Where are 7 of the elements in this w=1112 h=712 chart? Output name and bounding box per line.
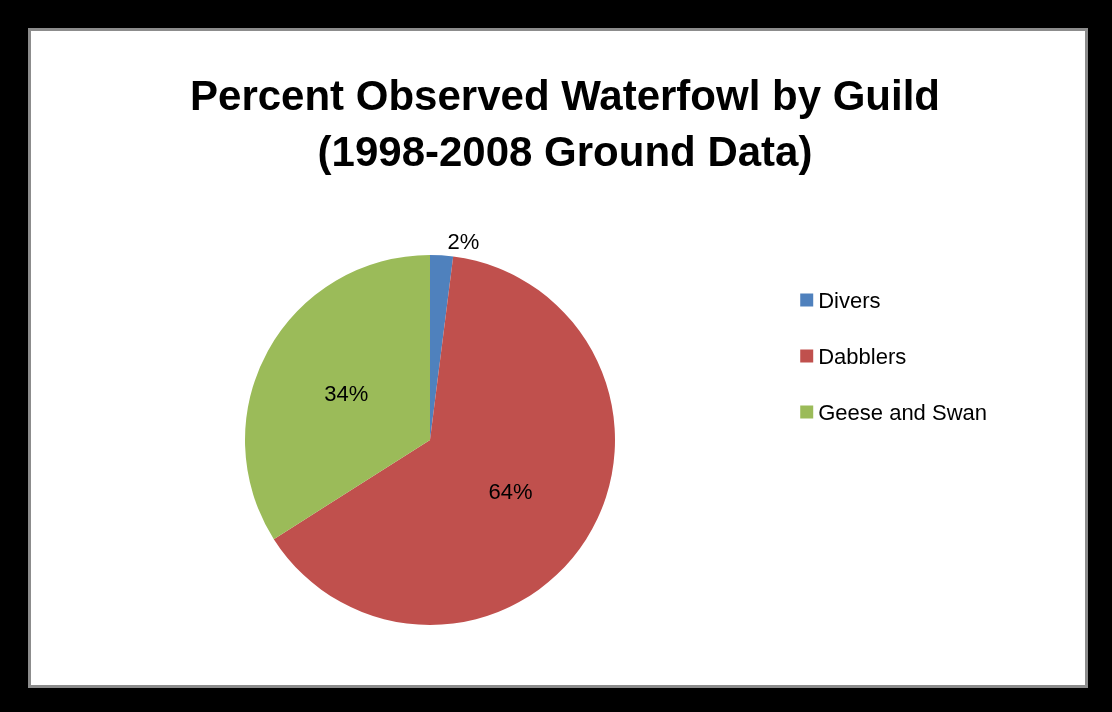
legend-label: Divers bbox=[818, 287, 881, 313]
data-label: 64% bbox=[488, 478, 533, 504]
legend-label: Dabblers bbox=[818, 343, 907, 369]
legend-label: Geese and Swan bbox=[818, 399, 987, 425]
data-label: 2% bbox=[447, 228, 480, 254]
data-label: 34% bbox=[324, 381, 369, 407]
chart-title: Percent Observed Waterfowl by Guild (1998-2008 Ground Data) bbox=[190, 71, 940, 175]
